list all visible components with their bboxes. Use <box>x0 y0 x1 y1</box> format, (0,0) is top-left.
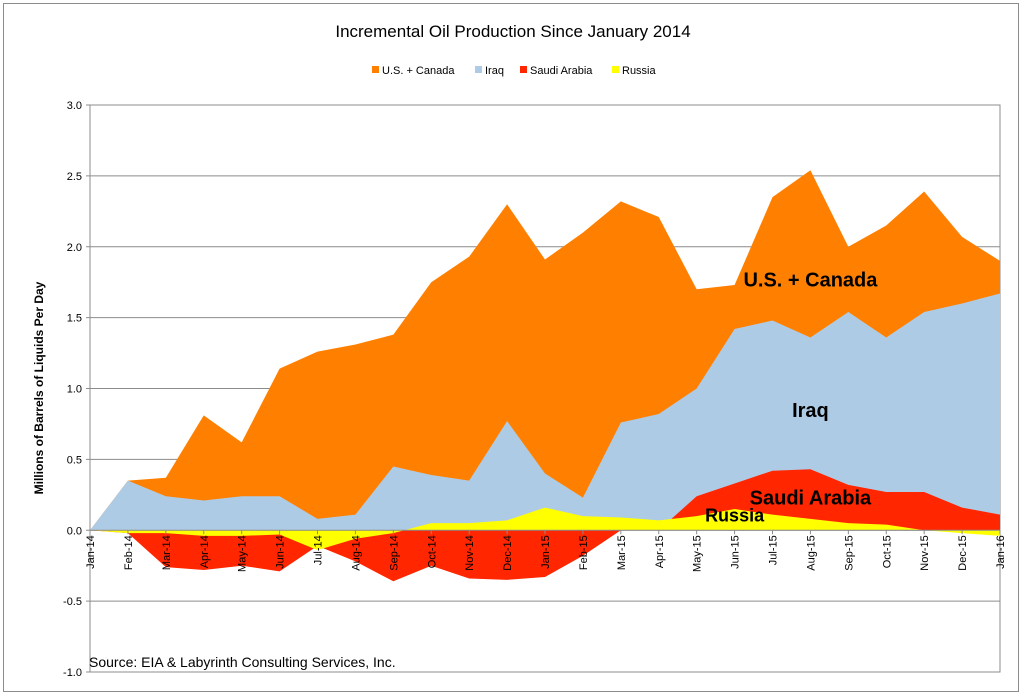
chart-title: Incremental Oil Production Since January… <box>335 22 690 41</box>
x-tick-label: Mar-14 <box>161 535 173 570</box>
x-tick-label: Sep-15 <box>843 535 855 570</box>
x-tick-label: Apr-15 <box>654 535 666 568</box>
series-annotation: U.S. + Canada <box>743 269 878 291</box>
x-tick-label: Dec-15 <box>957 535 969 570</box>
source-note: Source: EIA & Labyrinth Consulting Servi… <box>89 654 396 670</box>
x-tick-label: Aug-14 <box>350 535 362 570</box>
x-tick-label: Jun-14 <box>275 535 287 569</box>
x-tick-label: May-15 <box>692 535 704 572</box>
x-tick-label: Jul-15 <box>768 535 780 565</box>
series-annotation: Iraq <box>792 400 829 422</box>
x-tick-label: Apr-14 <box>199 535 211 568</box>
legend-label: U.S. + Canada <box>382 65 455 77</box>
x-tick-label: Jan-15 <box>540 535 552 569</box>
y-tick-label: 0.0 <box>67 525 82 537</box>
y-tick-label: 1.5 <box>67 313 82 325</box>
plot-area: -1.0 -0.5 0.0 0.5 1.0 1.5 2.0 2.5 3.0 Jan-14 Feb-1… <box>63 100 1007 679</box>
x-tick-label: Oct-15 <box>881 535 893 568</box>
x-tick-label: Nov-15 <box>919 535 931 570</box>
x-tick-label: Mar-15 <box>616 535 628 570</box>
x-tick-label: Jul-14 <box>313 535 325 565</box>
x-tick-label: May-14 <box>237 535 249 572</box>
x-tick-label: Aug-15 <box>805 535 817 570</box>
x-tick-label: Feb-15 <box>578 535 590 570</box>
area-russia <box>90 507 1000 551</box>
x-tick-label: Jun-15 <box>730 535 742 569</box>
x-tick-label: Nov-14 <box>464 535 476 570</box>
y-tick-label: -1.0 <box>63 667 82 679</box>
y-tick-label: 2.5 <box>67 171 82 183</box>
legend-label: Iraq <box>485 65 504 77</box>
legend-swatch <box>612 66 619 73</box>
x-tick-label: Jan-16 <box>995 535 1007 569</box>
legend: U.S. + Canada Iraq Saudi Arabia Russia <box>372 65 657 77</box>
y-tick-label: 0.5 <box>67 454 82 466</box>
area-saudi-arabia <box>90 469 1000 582</box>
series-annotation: Saudi Arabia <box>750 488 872 510</box>
legend-swatch <box>475 66 482 73</box>
y-tick-label: -0.5 <box>63 596 82 608</box>
legend-label: Saudi Arabia <box>530 65 593 77</box>
y-tick-label: 2.0 <box>67 242 82 254</box>
legend-swatch <box>520 66 527 73</box>
x-tick-label: Oct-14 <box>426 535 438 568</box>
legend-swatch <box>372 66 379 73</box>
x-tick-label: Jan-14 <box>85 535 97 569</box>
y-axis-label: Millions of Barrels of Liquids Per Day <box>32 281 46 494</box>
legend-label: Russia <box>622 65 657 77</box>
x-tick-label: Feb-14 <box>123 535 135 570</box>
series-annotation: Russia <box>705 506 765 526</box>
x-tick-label: Dec-14 <box>502 535 514 570</box>
y-tick-label: 3.0 <box>67 100 82 112</box>
y-tick-label: 1.0 <box>67 384 82 396</box>
x-tick-label: Sep-14 <box>388 535 400 570</box>
